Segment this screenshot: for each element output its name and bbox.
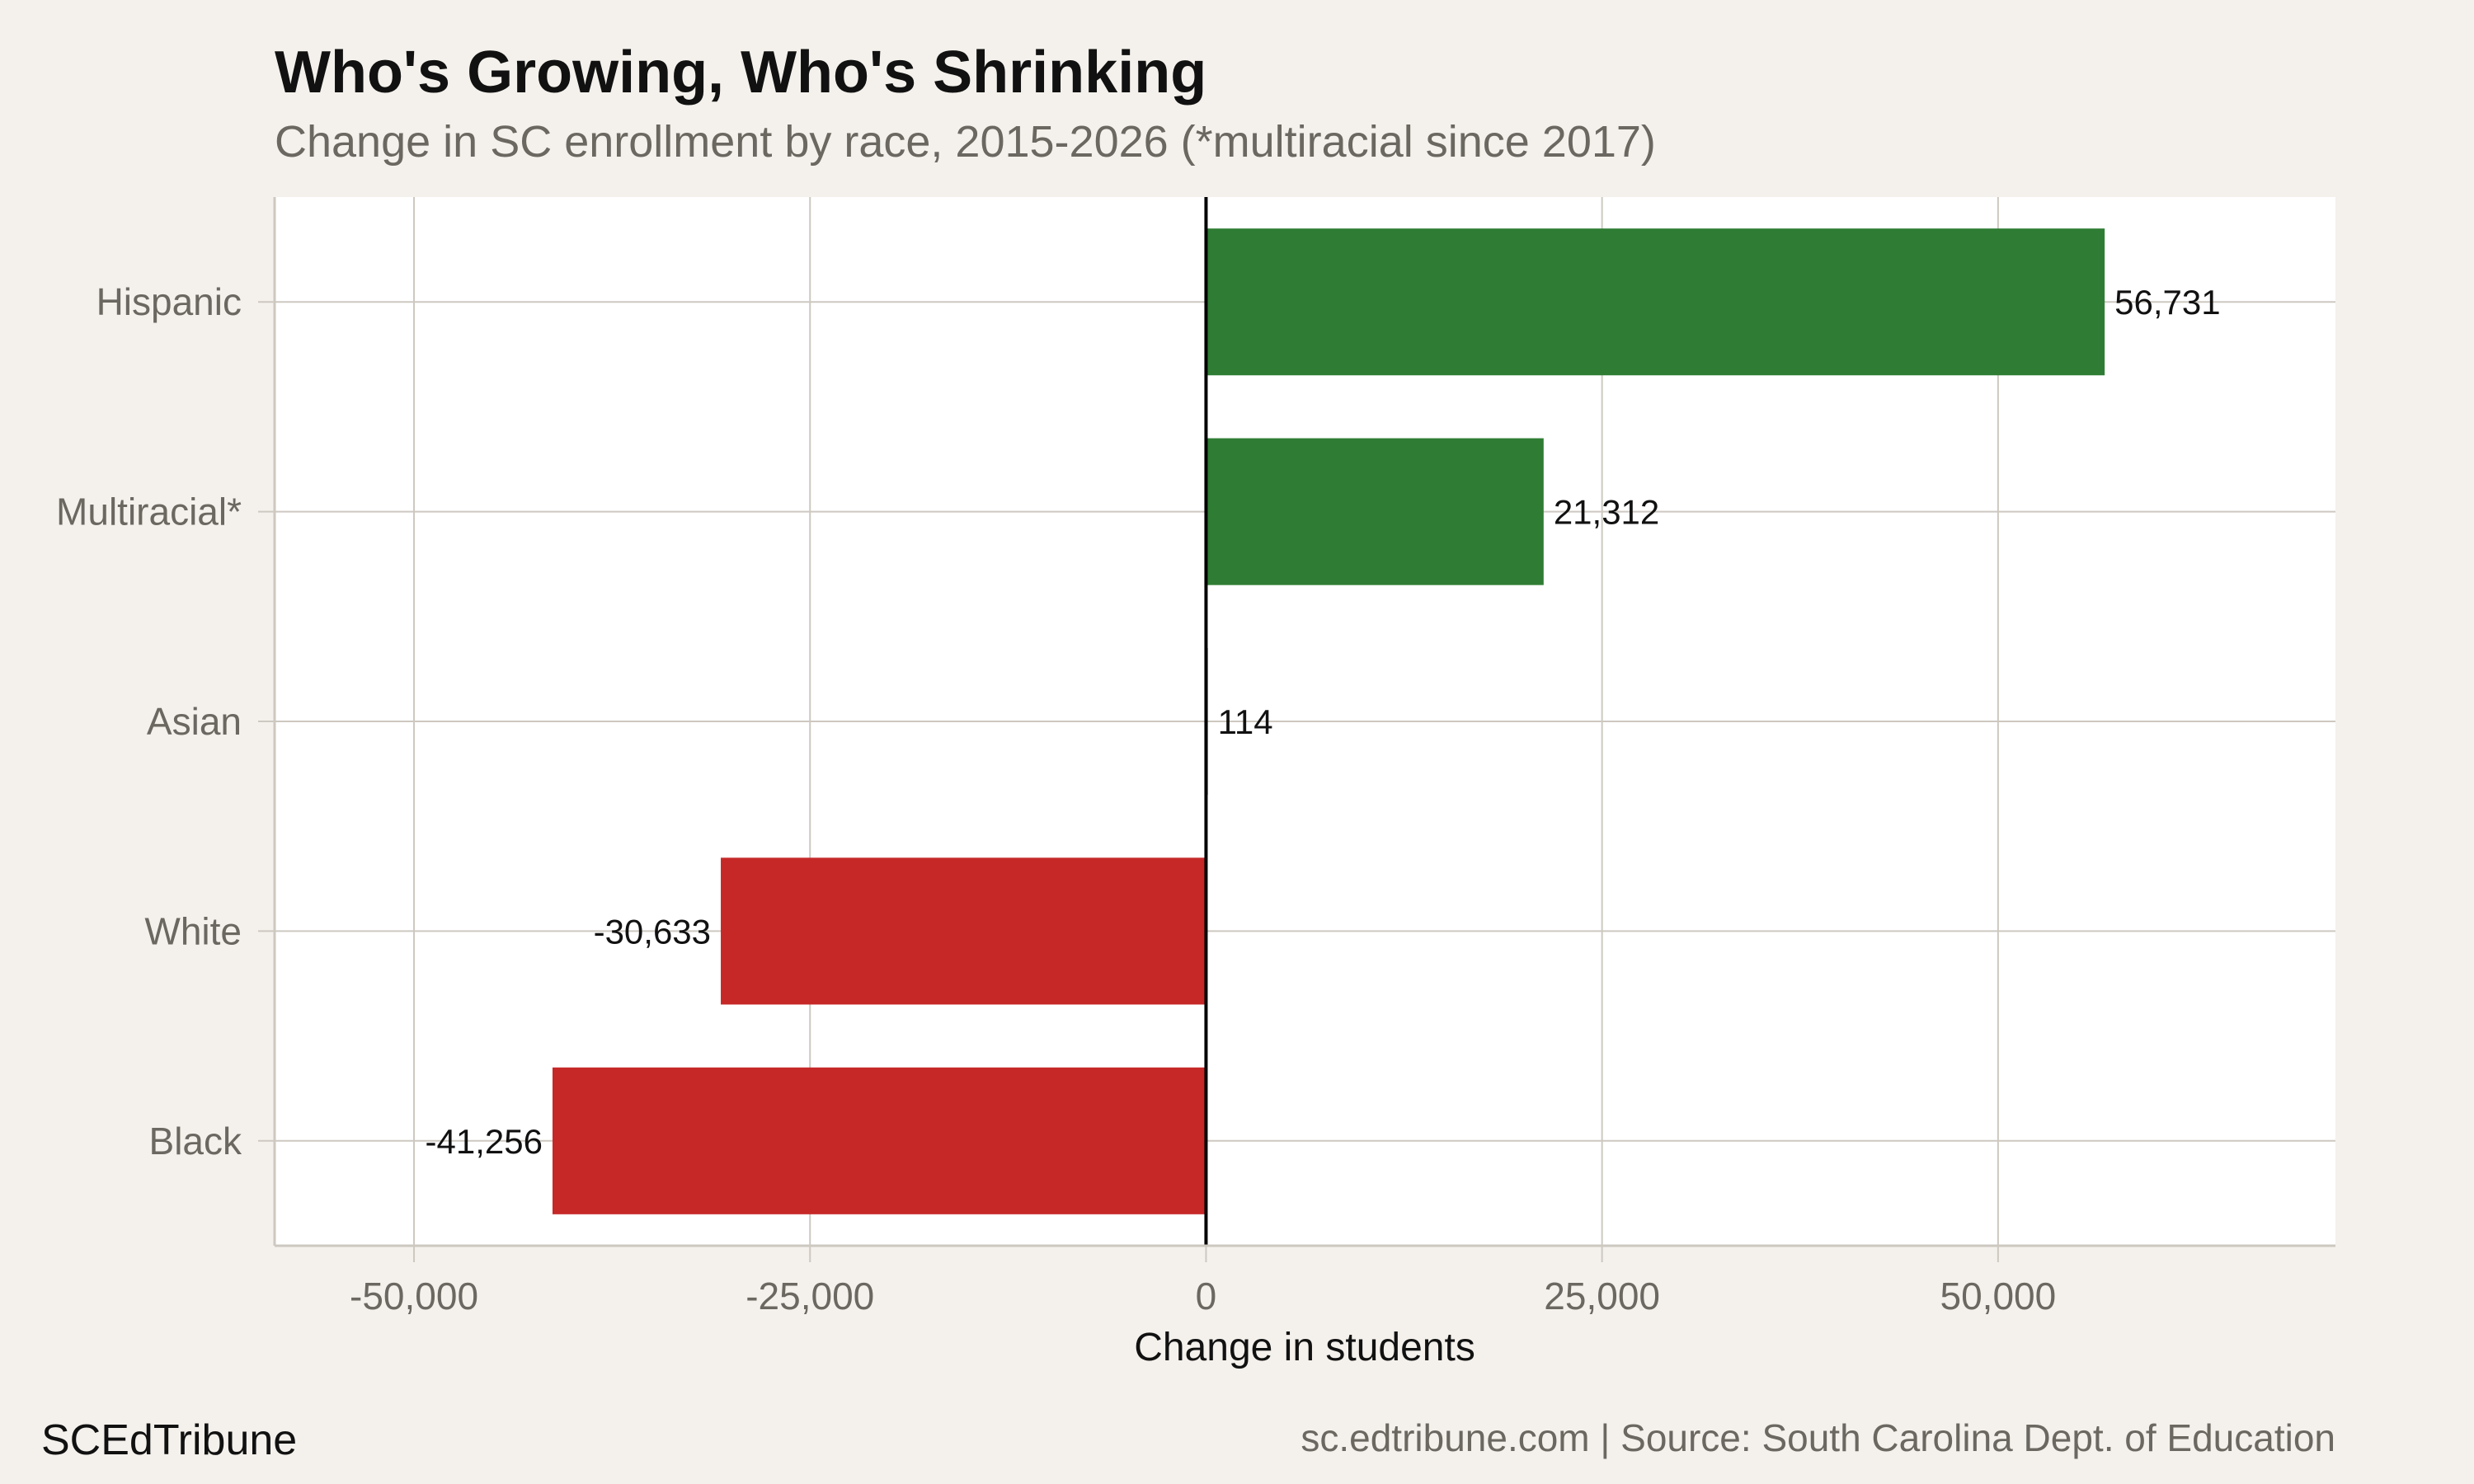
category-label: White [144,909,242,952]
x-tick-labels: -50,000 -25,000 0 25,000 50,000 [350,1275,2056,1317]
bar-value-label: -41,256 [426,1122,543,1161]
category-label: Multiracial* [56,491,242,533]
chart-subtitle: Change in SC enrollment by race, 2015-20… [275,117,1656,167]
bars [552,228,2105,1214]
x-tick-label: 50,000 [1940,1275,2057,1317]
bar-black [552,1067,1206,1214]
bar-value-label: 21,312 [1554,493,1659,532]
category-label: Black [149,1120,242,1162]
x-tick-label: 0 [1196,1275,1217,1317]
bar-hispanic [1206,228,2105,376]
x-axis-title: Change in students [1134,1326,1475,1369]
category-label: Hispanic [96,280,242,323]
category-labels: Hispanic Multiracial* Asian White Black [56,280,242,1162]
chart-title: Who's Growing, Who's Shrinking [275,40,1206,106]
source-note: sc.edtribune.com | Source: South Carolin… [1300,1416,2335,1459]
bar-value-label: 114 [1218,702,1273,741]
bar-multiracial [1206,438,1544,585]
bar-labels: 56,731 21,312 114 -30,633 -41,256 [426,283,2221,1161]
category-label: Asian [147,700,242,743]
bar-white [721,857,1206,1005]
bar-value-label: 56,731 [2114,283,2220,322]
bar-value-label: -30,633 [594,912,711,951]
x-tick-label: -50,000 [350,1275,478,1317]
x-tick-label: -25,000 [745,1275,874,1317]
brand-label: SCEdTribune [41,1416,297,1464]
x-tick-label: 25,000 [1544,1275,1660,1317]
